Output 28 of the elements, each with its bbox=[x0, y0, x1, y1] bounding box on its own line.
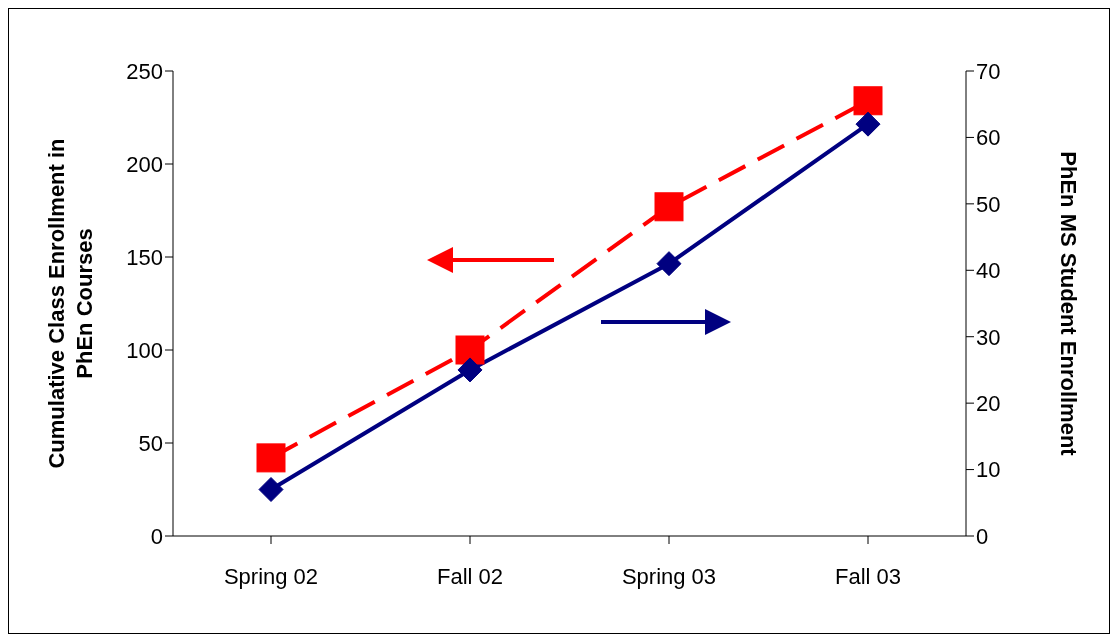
x-tick-label: Spring 02 bbox=[223, 563, 319, 589]
point bbox=[654, 192, 684, 222]
x-tick-label: Spring 03 bbox=[621, 563, 717, 589]
y2-tick-label: 60 bbox=[976, 125, 1001, 151]
y2-axis-title: PhEn MS Student Enrollment bbox=[1056, 151, 1081, 457]
y-tick-label: 250 bbox=[126, 58, 163, 84]
point bbox=[455, 335, 485, 365]
y2-tick-label: 50 bbox=[976, 191, 1001, 217]
y2-tick-label: 20 bbox=[976, 390, 1001, 416]
y2-tick-label: 30 bbox=[976, 324, 1001, 350]
point bbox=[656, 251, 682, 277]
point bbox=[457, 357, 483, 383]
y2-tick-label: 70 bbox=[976, 58, 1001, 84]
y2-tick-label: 10 bbox=[976, 457, 1001, 483]
y-tick-label: 100 bbox=[126, 337, 163, 363]
y-axis-title: Cumulative Class Enrollment in PhEn Courses bbox=[44, 138, 97, 469]
y-tick-label: 50 bbox=[138, 430, 163, 456]
y-tick-label: 150 bbox=[126, 244, 163, 270]
y-tick-label: 0 bbox=[150, 523, 163, 549]
x-tick-label: Fall 03 bbox=[834, 563, 902, 589]
point bbox=[258, 477, 284, 502]
y2-tick-label: 40 bbox=[976, 258, 1001, 284]
y-tick-label: 200 bbox=[126, 151, 163, 177]
point bbox=[855, 111, 881, 137]
y2-tick-label: 0 bbox=[976, 523, 989, 549]
point bbox=[256, 443, 286, 473]
x-tick-label: Fall 02 bbox=[436, 563, 504, 589]
point bbox=[853, 86, 883, 116]
